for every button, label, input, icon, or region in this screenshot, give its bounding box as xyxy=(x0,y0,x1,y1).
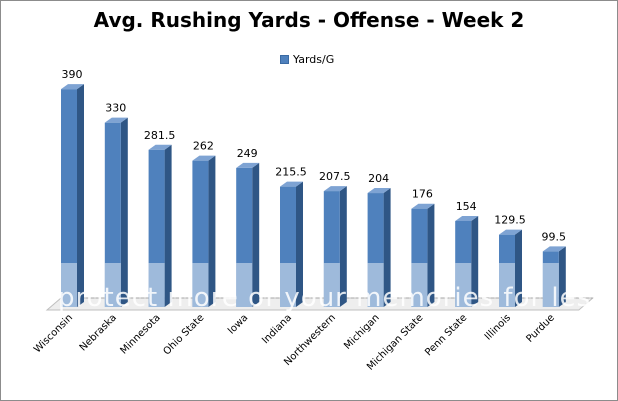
chart-legend: Yards/G xyxy=(280,53,334,66)
category-label-minnesota: Minnesota xyxy=(118,312,162,356)
value-label-ohio-state: 262 xyxy=(193,140,214,153)
bar-top xyxy=(323,186,347,192)
legend-label: Yards/G xyxy=(293,53,335,66)
bar-front xyxy=(280,186,296,307)
bar-overlay-band xyxy=(499,263,515,307)
bar-side xyxy=(120,117,128,308)
bar-front xyxy=(236,167,253,307)
value-label-nebraska: 330 xyxy=(105,102,126,115)
bar-side xyxy=(558,246,566,307)
bar-front xyxy=(61,89,77,307)
bar-top xyxy=(280,181,303,187)
value-label-michigan-state: 176 xyxy=(412,188,433,201)
value-label-michigan: 204 xyxy=(368,172,389,185)
bar-top xyxy=(367,188,391,194)
bar-top xyxy=(499,229,522,235)
bar-indiana xyxy=(280,181,303,307)
bar-purdue xyxy=(542,246,566,307)
bar-front xyxy=(455,220,472,307)
bar-top xyxy=(542,246,566,252)
value-label-purdue: 99.5 xyxy=(542,230,567,243)
bars-layer xyxy=(61,84,566,308)
bar-side xyxy=(252,162,260,307)
bar-overlay-band xyxy=(411,263,428,307)
bar-front xyxy=(148,149,165,307)
value-label-indiana: 215.5 xyxy=(275,166,307,179)
bar-overlay-band xyxy=(367,263,384,307)
category-label-nebraska: Nebraska xyxy=(78,312,119,353)
value-label-penn-state: 154 xyxy=(456,200,477,213)
bar-top xyxy=(104,117,128,123)
bar-top xyxy=(455,215,479,221)
bar-front xyxy=(542,251,559,307)
bar-nebraska xyxy=(104,117,128,308)
value-labels-layer: 390 330 281.5 262 249 215.5 207.5 204 176 154 129.… xyxy=(62,68,567,243)
value-label-iowa: 249 xyxy=(237,147,258,160)
bar-top xyxy=(236,162,260,168)
bar-side xyxy=(427,203,435,307)
bar-front xyxy=(367,193,384,307)
bar-side xyxy=(296,181,303,307)
bar-minnesota xyxy=(148,144,172,307)
bar-overlay-band xyxy=(323,263,340,307)
value-label-northwestern: 207.5 xyxy=(319,170,351,183)
category-label-illinois: Illinois xyxy=(483,312,513,342)
bar-illinois xyxy=(499,229,522,307)
watermark: protect more of your memories for less! xyxy=(58,283,618,313)
category-label-indiana: Indiana xyxy=(260,312,294,346)
bar-side xyxy=(471,215,479,307)
category-label-wisconsin: Wisconsin xyxy=(32,312,75,355)
category-label-penn-state: Penn State xyxy=(423,312,469,358)
bar-northwestern xyxy=(323,186,347,307)
bar-overlay-band xyxy=(280,263,296,307)
bar-front xyxy=(499,234,515,307)
bar-wisconsin xyxy=(61,84,84,307)
value-label-wisconsin: 390 xyxy=(62,68,83,81)
bar-iowa xyxy=(236,162,260,307)
bar-side xyxy=(208,155,216,307)
category-label-michigan: Michigan xyxy=(342,312,381,351)
bar-side xyxy=(164,144,172,307)
bar-top xyxy=(61,84,84,90)
bar-side xyxy=(515,229,522,307)
chart-title: Avg. Rushing Yards - Offense - Week 2 xyxy=(93,8,525,32)
category-label-ohio-state: Ohio State xyxy=(161,312,206,357)
bar-overlay-band xyxy=(192,263,209,307)
bar-front xyxy=(104,122,121,308)
legend-swatch xyxy=(280,55,289,64)
bar-michigan xyxy=(367,188,391,307)
category-label-iowa: Iowa xyxy=(226,312,250,336)
bar-overlay-band xyxy=(148,263,165,307)
bar-side xyxy=(339,186,347,307)
bar-top xyxy=(192,155,216,161)
bar-overlay-band xyxy=(455,263,472,307)
bar-overlay-band xyxy=(61,263,77,307)
bar-front xyxy=(192,160,209,307)
bar-side xyxy=(383,188,391,307)
value-label-minnesota: 281.5 xyxy=(144,129,176,142)
category-label-purdue: Purdue xyxy=(524,312,557,345)
bar-ohio-state xyxy=(192,155,216,307)
bar-overlay-band xyxy=(104,263,121,307)
value-label-illinois: 129.5 xyxy=(494,214,526,227)
bar-top xyxy=(411,203,435,209)
bar-front xyxy=(323,191,340,307)
bar-front xyxy=(411,208,428,307)
bar-top xyxy=(148,144,172,150)
bar-penn-state xyxy=(455,215,479,307)
bar-side xyxy=(77,84,84,307)
bar-michigan-state xyxy=(411,203,435,307)
bar-overlay-band xyxy=(542,263,559,307)
bar-overlay-band xyxy=(236,263,253,307)
